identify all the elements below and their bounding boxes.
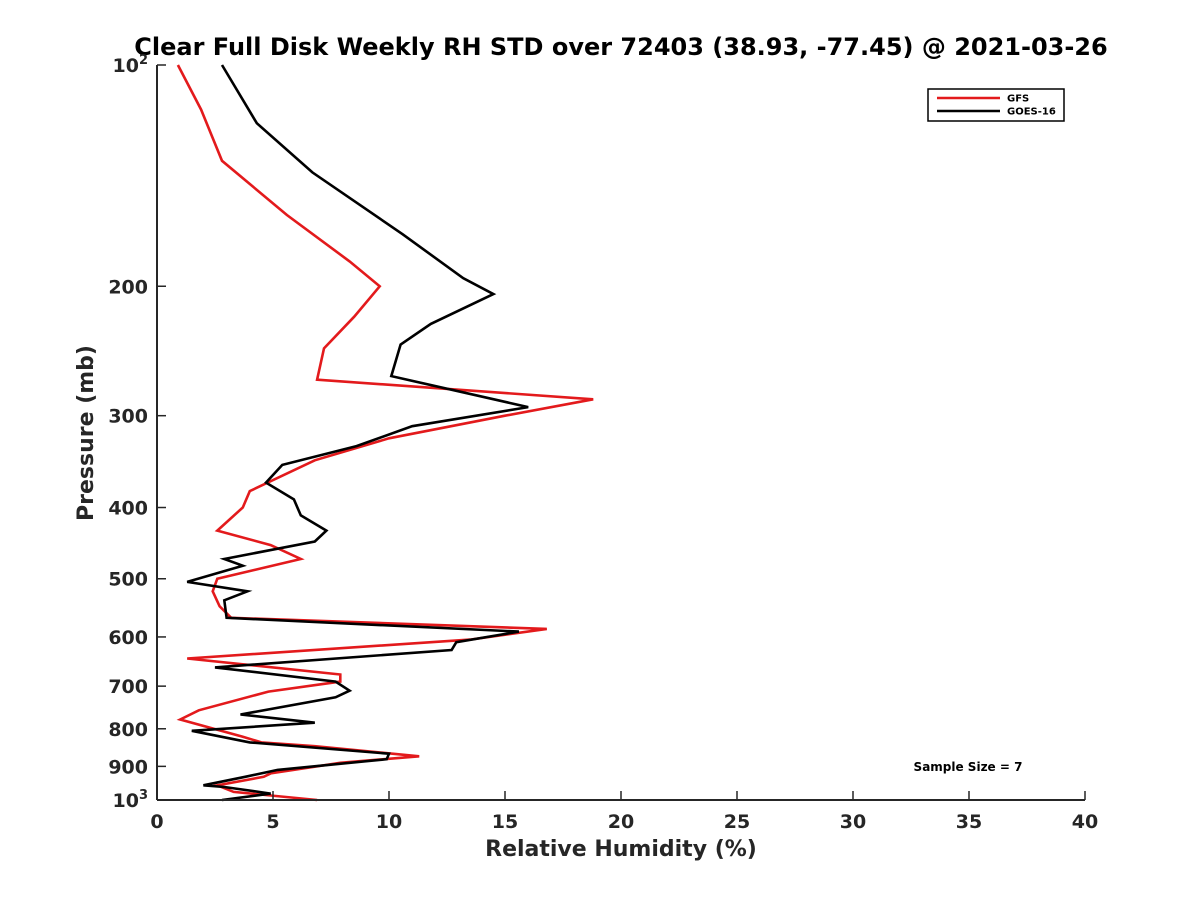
sample-size-annotation: Sample Size = 7 xyxy=(914,760,1023,774)
series-layer xyxy=(176,64,594,802)
legend-label-goes16: GOES-16 xyxy=(1007,107,1056,118)
x-tick-label: 15 xyxy=(492,811,518,833)
legend-label-gfs: GFS xyxy=(1007,94,1029,105)
x-tick-label: 10 xyxy=(376,811,402,833)
y-tick-label: 600 xyxy=(108,627,148,649)
legend: GFS GOES-16 xyxy=(927,88,1065,122)
x-axis-label: Relative Humidity (%) xyxy=(485,837,757,862)
x-tick-label: 30 xyxy=(840,811,866,833)
y-tick-label: 500 xyxy=(108,569,148,591)
y-tick-exponent: 3 xyxy=(139,788,148,803)
x-tick-label: 25 xyxy=(724,811,750,833)
series-line-goes16 xyxy=(186,64,529,802)
ticks-layer: 0 5 10 15 20 25 30 35 40102200300400500600700800… xyxy=(108,53,1098,833)
y-tick-label: 300 xyxy=(108,406,148,428)
y-tick-base: 10 xyxy=(113,790,139,812)
x-tick-label: 0 xyxy=(150,811,163,833)
y-tick-label: 700 xyxy=(108,676,148,698)
y-tick-label: 200 xyxy=(108,276,148,298)
y-tick-label: 102 xyxy=(113,53,149,77)
y-axis-label: Pressure (mb) xyxy=(74,345,99,521)
x-tick-label: 20 xyxy=(608,811,634,833)
x-tick-label: 5 xyxy=(266,811,279,833)
y-tick-base: 10 xyxy=(113,55,139,77)
x-tick-label: 40 xyxy=(1072,811,1098,833)
y-tick-exponent: 2 xyxy=(139,53,148,68)
legend-box xyxy=(927,88,1065,122)
y-tick-label: 400 xyxy=(108,498,148,520)
y-tick-label: 800 xyxy=(108,719,148,741)
x-tick-label: 35 xyxy=(956,811,982,833)
y-tick-label: 900 xyxy=(108,756,148,778)
y-tick-label: 103 xyxy=(113,788,149,812)
chart-title: Clear Full Disk Weekly RH STD over 72403… xyxy=(134,33,1107,61)
